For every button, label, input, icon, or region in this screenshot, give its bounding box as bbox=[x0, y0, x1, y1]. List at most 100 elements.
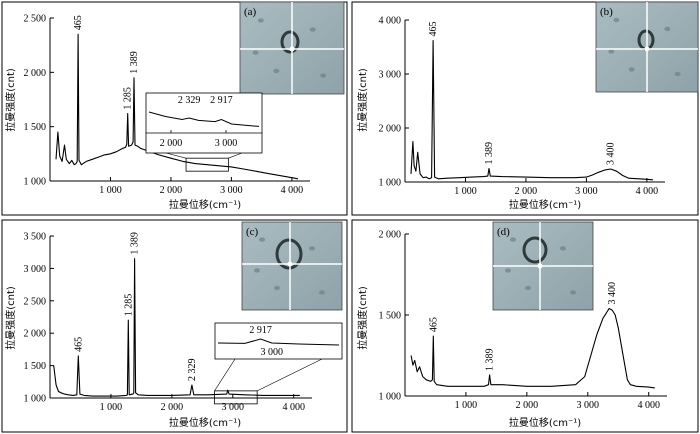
micrograph-speck bbox=[252, 50, 259, 55]
x-tick-label: 1 000 bbox=[100, 402, 123, 413]
micrograph-speck bbox=[259, 237, 265, 242]
peak-label: 1 285 bbox=[123, 294, 134, 317]
micrograph-speck bbox=[570, 290, 576, 295]
panel-c: 1 000 2 000 3 000 4 000 1 000 1 500 2 000 2 500… bbox=[1, 219, 348, 433]
x-tick-label: 3 000 bbox=[577, 400, 600, 411]
zoom-connector bbox=[228, 152, 243, 159]
x-axis-label: 拉曼位移(cm⁻¹) bbox=[509, 416, 581, 429]
y-tick-label: 2 000 bbox=[24, 68, 47, 79]
micrograph-speck bbox=[664, 26, 671, 32]
panel-frame bbox=[1, 1, 348, 216]
peak-label: 465 bbox=[428, 22, 439, 37]
panel-b: 1 000 2 000 3 000 4 000 1 000 2 000 3 000 4 000… bbox=[351, 1, 699, 216]
micrograph-speck bbox=[320, 73, 327, 78]
peak-label: 1 389 bbox=[130, 232, 141, 255]
spectrum-line bbox=[410, 307, 655, 389]
y-tick-label: 1 000 bbox=[379, 178, 402, 189]
y-tick-label: 1 500 bbox=[24, 122, 47, 133]
zoom-connector bbox=[165, 152, 187, 159]
x-tick-label: 2 000 bbox=[515, 186, 538, 197]
micrograph-speck bbox=[505, 268, 511, 273]
zoom-inset-frame bbox=[145, 92, 263, 154]
panel-label: (c) bbox=[246, 226, 259, 238]
peak-label: 465 bbox=[73, 15, 84, 30]
y-tick-label: 2 500 bbox=[24, 14, 47, 25]
panel-frame bbox=[351, 219, 699, 433]
micrograph-inset: (a) bbox=[239, 1, 345, 95]
peak-label: 1 389 bbox=[484, 142, 495, 165]
micrograph-speck bbox=[608, 49, 615, 54]
peak-label: 2 329 bbox=[187, 359, 198, 382]
x-tick-label: 2 000 bbox=[161, 402, 184, 413]
zoom-inset-label: 2 917 bbox=[249, 325, 272, 336]
zoom-inset-label: 2 917 bbox=[210, 95, 233, 106]
y-tick-label: 1 500 bbox=[379, 311, 402, 322]
y-tick-label: 1 500 bbox=[24, 361, 47, 372]
zoom-inset-label: 3 000 bbox=[261, 347, 284, 358]
zoom-inset: 2 000 3 000 2 329 2 917 bbox=[145, 92, 263, 172]
peak-label: 1 389 bbox=[485, 348, 496, 371]
micrograph-speck bbox=[274, 285, 280, 291]
laser-spot bbox=[644, 46, 650, 52]
x-tick-label: 3 000 bbox=[220, 185, 243, 196]
y-axis-label: 拉曼强度(cnt) bbox=[4, 68, 17, 132]
x-tick-label: 3 000 bbox=[222, 402, 245, 413]
inclusion-outline bbox=[280, 30, 300, 54]
x-tick-label: 3 000 bbox=[575, 186, 598, 197]
x-tick-label: 4 000 bbox=[282, 402, 305, 413]
peak-label: 3 400 bbox=[607, 282, 618, 305]
panel-frame bbox=[351, 1, 699, 216]
peak-label: 1 285 bbox=[123, 87, 134, 110]
panel-a: 1 000 2 000 3 000 4 000 1 000 1 500 2 000 2 500… bbox=[1, 1, 348, 216]
laser-spot bbox=[537, 263, 543, 269]
peak-label: 3 400 bbox=[606, 143, 617, 166]
x-axis-label: 拉曼位移(cm⁻¹) bbox=[169, 416, 241, 429]
laser-spot bbox=[289, 46, 295, 52]
inclusion-outline bbox=[522, 236, 548, 264]
micrograph-background bbox=[241, 221, 343, 311]
zoom-connector bbox=[257, 358, 323, 392]
y-tick-label: 2 000 bbox=[24, 329, 47, 340]
y-tick-label: 3 000 bbox=[24, 264, 47, 275]
zoom-inset-line bbox=[217, 338, 340, 346]
zoom-inset-line bbox=[148, 111, 260, 127]
micrograph-speck bbox=[628, 67, 635, 72]
peak-label: 1 389 bbox=[129, 51, 140, 74]
y-tick-label: 3 000 bbox=[379, 70, 402, 81]
x-axis-label: 拉曼位移(cm⁻¹) bbox=[509, 198, 581, 211]
micrograph-speck bbox=[254, 268, 260, 273]
zoom-region-box bbox=[185, 157, 229, 172]
y-tick-label: 2 500 bbox=[24, 296, 47, 307]
x-tick-label: 4 000 bbox=[637, 400, 660, 411]
x-tick-label: 1 000 bbox=[99, 185, 122, 196]
panel-label: (a) bbox=[244, 6, 257, 18]
micrograph-speck bbox=[273, 68, 280, 74]
zoom-inset-tick-label: 2 000 bbox=[160, 138, 183, 149]
panel-label: (d) bbox=[497, 226, 510, 238]
micrograph-speck bbox=[560, 246, 566, 251]
x-tick-label: 1 000 bbox=[454, 186, 477, 197]
zoom-connector bbox=[214, 358, 236, 392]
micrograph-speck bbox=[309, 246, 315, 251]
y-axis-label: 拉曼强度(cnt) bbox=[356, 68, 369, 132]
x-tick-label: 4 000 bbox=[636, 186, 659, 197]
zoom-inset-frame bbox=[214, 322, 343, 360]
micrograph-speck bbox=[525, 285, 531, 291]
y-tick-label: 1 000 bbox=[379, 392, 402, 403]
y-tick-label: 2 000 bbox=[379, 230, 402, 241]
micrograph-speck bbox=[510, 237, 516, 242]
micrograph-speck bbox=[309, 27, 316, 32]
panel-label: (b) bbox=[600, 6, 613, 18]
peak-label: 465 bbox=[428, 317, 439, 332]
laser-spot bbox=[287, 261, 293, 267]
peak-label: 465 bbox=[73, 337, 84, 352]
x-tick-label: 2 000 bbox=[160, 185, 183, 196]
y-axis-label: 拉曼强度(cnt) bbox=[356, 286, 369, 350]
y-tick-label: 3 500 bbox=[24, 232, 47, 243]
micrograph-speck bbox=[319, 290, 325, 295]
y-tick-label: 4 000 bbox=[379, 16, 402, 27]
micrograph-inset: (c) bbox=[241, 221, 343, 311]
zoom-inset-tick-label: 3 000 bbox=[215, 138, 238, 149]
